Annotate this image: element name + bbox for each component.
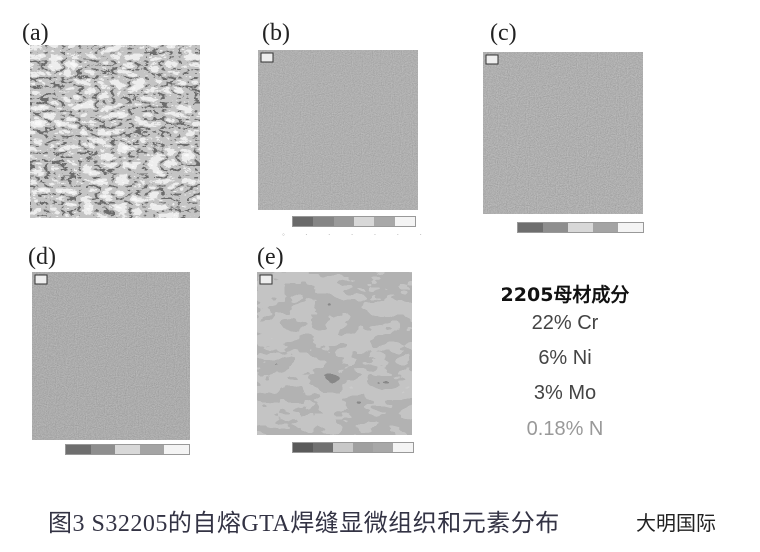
- composition-heading: 2205母材成分: [500, 284, 630, 306]
- colorbar-segment: [353, 217, 375, 226]
- panel-b-element-map: [258, 50, 418, 210]
- colorbar-segment: [393, 443, 413, 452]
- colorbar-segment: [293, 217, 314, 226]
- colorbar-segment: [313, 217, 334, 226]
- panel-b-colorbar: [292, 216, 416, 227]
- panel-e-label: (e): [257, 244, 284, 270]
- colorbar-segment: [353, 443, 373, 452]
- colorbar-segment: [618, 223, 643, 232]
- panel-a-label: (a): [22, 20, 49, 46]
- colorbar-segment: [373, 443, 393, 452]
- colorbar-segment: [90, 445, 116, 454]
- panel-c-element-map: [483, 52, 643, 214]
- colorbar-segment: [313, 443, 333, 452]
- panel-e-colorbar: [292, 442, 414, 453]
- colorbar-segment: [518, 223, 543, 232]
- colorbar-segment: [593, 223, 618, 232]
- panel-c-label: (c): [490, 20, 517, 46]
- panel-b-label: (b): [262, 20, 290, 46]
- watermark: 大明国际: [636, 511, 716, 535]
- colorbar-segment: [115, 445, 140, 454]
- colorbar-segment: [333, 217, 354, 226]
- composition-n: 0.18% N: [526, 418, 604, 440]
- colorbar-segment: [333, 443, 353, 452]
- colorbar-segment: [139, 445, 165, 454]
- composition-mo: 3% Mo: [533, 382, 597, 404]
- colorbar-segment: [543, 223, 568, 232]
- composition-cr: 22% Cr: [531, 312, 599, 334]
- figure-caption: 图3 S32205的自熔GTA焊缝显微组织和元素分布: [48, 511, 560, 537]
- colorbar-segment: [374, 217, 395, 226]
- composition-ni: 6% Ni: [538, 347, 592, 369]
- colorbar-segment: [394, 217, 415, 226]
- colorbar-segment: [293, 443, 313, 452]
- colorbar-segment: [164, 445, 189, 454]
- panel-b-colorbar-ticks: ◦ · · · · · ·: [282, 230, 422, 239]
- panel-d-colorbar: [65, 444, 190, 455]
- panel-e-element-map: [257, 272, 412, 435]
- panel-d-element-map: [32, 272, 190, 440]
- colorbar-segment: [568, 223, 593, 232]
- panel-c-colorbar: [517, 222, 644, 233]
- colorbar-segment: [66, 445, 91, 454]
- panel-a-micrograph: [30, 45, 200, 218]
- panel-d-label: (d): [28, 244, 56, 270]
